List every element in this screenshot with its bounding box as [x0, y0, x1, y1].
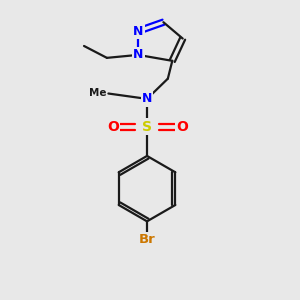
Text: Me: Me: [89, 88, 107, 98]
Text: O: O: [107, 120, 119, 134]
Text: Br: Br: [139, 233, 155, 246]
Text: S: S: [142, 120, 152, 134]
Text: N: N: [142, 92, 152, 105]
Text: N: N: [133, 48, 143, 62]
Text: O: O: [176, 120, 188, 134]
Text: N: N: [133, 25, 143, 38]
